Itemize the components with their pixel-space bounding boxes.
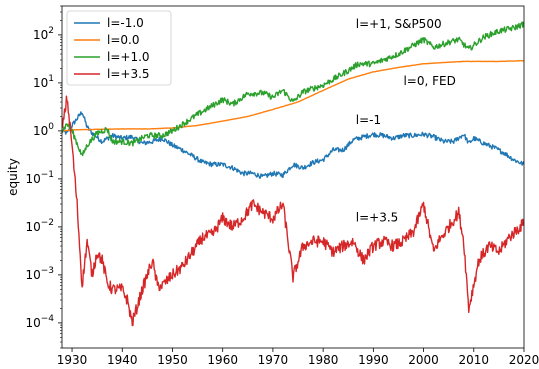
legend-label: l=+3.5 [107, 67, 150, 81]
x-tick-label: 1990 [358, 353, 389, 367]
plot-frame [61, 5, 525, 349]
series-line-2 [62, 21, 524, 157]
x-tick-label: 1980 [308, 353, 339, 367]
legend-label: l=-1.0 [107, 16, 144, 30]
series-line-3 [62, 95, 524, 327]
y-tick-label: 10−1 [25, 170, 54, 186]
annotations: l=+1, S&P500 l=0, FED l=-1 l=+3.5 [356, 17, 456, 225]
series-line-1 [62, 60, 524, 132]
y-tick-label: 10−4 [25, 314, 54, 330]
annotation-1: l=0, FED [403, 74, 455, 88]
legend-label: l=0.0 [107, 33, 139, 47]
y-tick-label: 10−2 [25, 218, 54, 234]
x-tick-label: 2020 [509, 353, 539, 367]
y-tick-label: 101 [33, 74, 54, 90]
annotation-3: l=+3.5 [356, 210, 399, 224]
annotation-2: l=-1 [356, 113, 381, 127]
x-axis: 1930 1940 1950 1960 1970 1980 1990 2000 2010 2020 [57, 348, 539, 367]
y-tick-label: 100 [33, 122, 54, 138]
annotation-0: l=+1, S&P500 [356, 17, 442, 31]
y-axis-label: equity [6, 158, 20, 196]
legend-box [66, 10, 172, 86]
x-tick-label: 1960 [207, 353, 238, 367]
x-tick-label: 1970 [258, 353, 289, 367]
y-axis: 10−4 10−3 10−2 10−1 100 101 102 [25, 5, 62, 349]
series-layer [62, 21, 524, 327]
x-tick-label: 2000 [408, 353, 439, 367]
x-tick-label: 1940 [107, 353, 138, 367]
x-tick-label: 2010 [459, 353, 490, 367]
legend-label: l=+1.0 [107, 50, 150, 64]
x-tick-label: 1950 [157, 353, 188, 367]
series-line-0 [62, 111, 524, 179]
y-tick-label: 10−3 [25, 266, 54, 282]
legend: l=-1.0 l=0.0 l=+1.0 l=+3.5 [66, 10, 172, 86]
x-tick-label: 1930 [57, 353, 88, 367]
y-tick-label: 102 [33, 26, 54, 42]
